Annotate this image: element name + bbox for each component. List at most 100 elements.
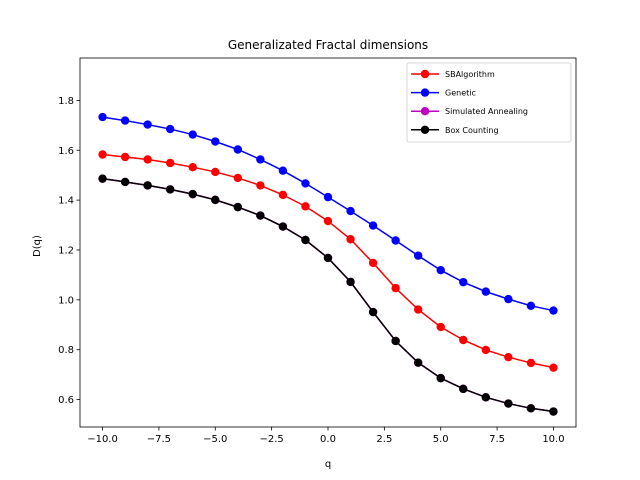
x-tick-label: −5.0 [203,434,227,445]
x-tick-label: 10.0 [542,434,564,445]
legend-item: Box Counting [411,125,499,135]
data-point [549,407,558,416]
data-point [278,222,288,231]
y-axis-label: D(q) [32,235,43,257]
data-point [413,305,423,314]
data-point [504,399,513,408]
data-point [436,322,445,332]
legend-label: SBAlgorithm [445,70,495,79]
data-point [143,181,152,190]
x-tick-label: 5.0 [433,434,449,445]
x-tick-label: −7.5 [147,434,171,445]
data-point [323,192,333,202]
legend-marker [420,125,430,134]
data-point [301,202,310,211]
data-point [436,373,445,383]
data-point [549,306,558,315]
y-tick-label: 0.8 [58,345,74,356]
x-tick-label: 7.5 [489,434,505,445]
data-point [188,163,197,172]
data-point [301,235,310,245]
axis-ticks: −10.0 −7.5 −5.0 −2.5 0.0 2.5 5.0 7.5 10.0 0.6 0.8 1… [58,96,564,445]
data-point [481,345,491,355]
y-tick-label: 1.4 [58,196,74,207]
data-point [436,265,445,275]
data-point [165,185,175,194]
data-point [256,181,265,190]
data-point [120,116,130,125]
data-point [211,137,220,146]
series-1 [98,112,558,315]
legend-label: Simulated Annealing [445,107,528,116]
data-point [413,358,423,367]
series-0 [98,150,558,372]
data-point [526,301,536,311]
data-point [278,190,288,200]
data-point [233,145,243,154]
data-point [391,283,400,293]
data-point [233,173,243,183]
data-point [549,363,558,372]
data-point [346,206,355,216]
legend-marker [420,107,430,116]
data-point [98,112,107,122]
y-tick-label: 0.6 [58,395,74,406]
data-point [526,358,536,368]
data-point [459,277,468,287]
data-point [413,251,423,260]
data-point [165,124,175,134]
x-tick-label: −2.5 [259,434,283,445]
y-tick-label: 1.6 [58,146,74,157]
series-3 [98,174,558,416]
data-point [346,277,355,287]
data-point [368,221,378,230]
legend-marker [420,88,430,97]
data-point [211,195,220,205]
data-point [98,150,107,159]
data-point [391,236,400,245]
legend-item: Genetic [411,88,476,98]
data-point [98,174,107,183]
y-tick-label: 1.0 [58,295,74,306]
data-point [368,258,378,268]
data-point [256,211,265,220]
y-tick-label: 1.8 [58,96,74,107]
data-point [391,336,400,346]
data-point [211,167,220,177]
data-point [459,335,468,345]
data-point [459,384,468,394]
data-point [233,202,243,212]
legend-label: Genetic [445,89,476,98]
data-point [323,216,333,226]
x-tick-label: 0.0 [320,434,336,445]
data-point [188,189,197,199]
legend-item: Simulated Annealing [411,107,528,116]
legend: SBAlgorithm Genetic Simulated Annealing Box… [406,62,572,143]
x-tick-label: 2.5 [376,434,392,445]
legend-box [406,62,572,143]
x-axis-label: q [325,459,331,470]
data-point [526,404,536,413]
data-point [504,352,513,362]
data-point [481,287,491,296]
data-point [504,294,513,304]
data-point [346,235,355,244]
data-point [368,307,378,317]
data-point [323,253,333,263]
data-point [143,155,152,164]
legend-marker [420,69,430,79]
y-tick-label: 1.2 [58,245,74,256]
plot-area [79,57,577,428]
data-point [143,120,152,129]
legend-item: SBAlgorithm [411,69,495,79]
legend-label: Box Counting [445,126,499,135]
chart-title: Generalizated Fractal dimensions [228,38,428,52]
data-point [481,393,491,402]
data-point [278,166,288,175]
data-point [165,158,175,168]
data-point [120,177,130,187]
data-point [256,155,265,164]
data-point [301,179,310,188]
x-tick-label: −10.0 [87,434,118,445]
data-point [120,152,130,162]
